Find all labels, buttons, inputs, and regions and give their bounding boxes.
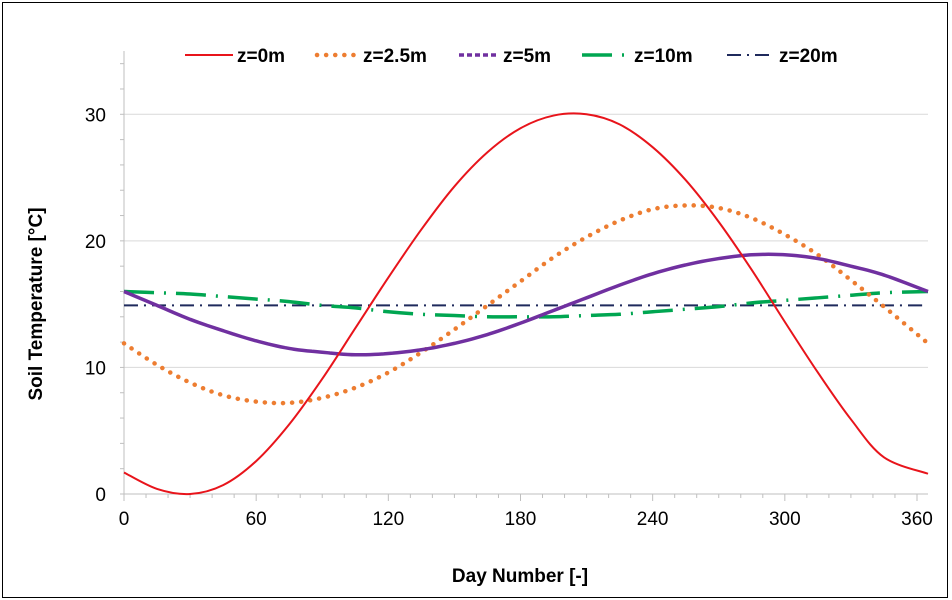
series-layer xyxy=(121,112,931,496)
x-axis-title: Day Number [-] xyxy=(452,566,588,587)
legend: z=0m z=2.5m z=5m z=10m z=20m xyxy=(185,46,838,67)
y-tick-label: 20 xyxy=(85,232,106,253)
legend-label: z=10m xyxy=(634,46,693,67)
y-tick-label: 10 xyxy=(85,358,106,379)
x-tick-label: 180 xyxy=(505,509,537,530)
legend-label: z=20m xyxy=(779,46,838,67)
x-tick-label: 360 xyxy=(901,509,933,530)
y-tick-label: 0 xyxy=(95,485,106,506)
x-tick-label: 240 xyxy=(637,509,669,530)
x-tick-label: 120 xyxy=(372,509,404,530)
x-tick-label: 0 xyxy=(119,509,130,530)
series-line-z-2-5m xyxy=(121,203,931,406)
series-line-z-0m xyxy=(123,112,929,496)
series-line-z-5m xyxy=(123,252,929,357)
grid-layer xyxy=(124,113,928,368)
y-tick-label: 30 xyxy=(85,105,106,126)
legend-label: z=2.5m xyxy=(363,46,427,67)
legend-label: z=0m xyxy=(237,46,285,67)
y-axis-title: Soil Temperature [°C] xyxy=(26,207,47,400)
x-tick-label: 60 xyxy=(246,509,267,530)
legend-label: z=5m xyxy=(503,46,551,67)
series-line-z-10m xyxy=(123,289,929,319)
x-tick-label: 300 xyxy=(769,509,801,530)
